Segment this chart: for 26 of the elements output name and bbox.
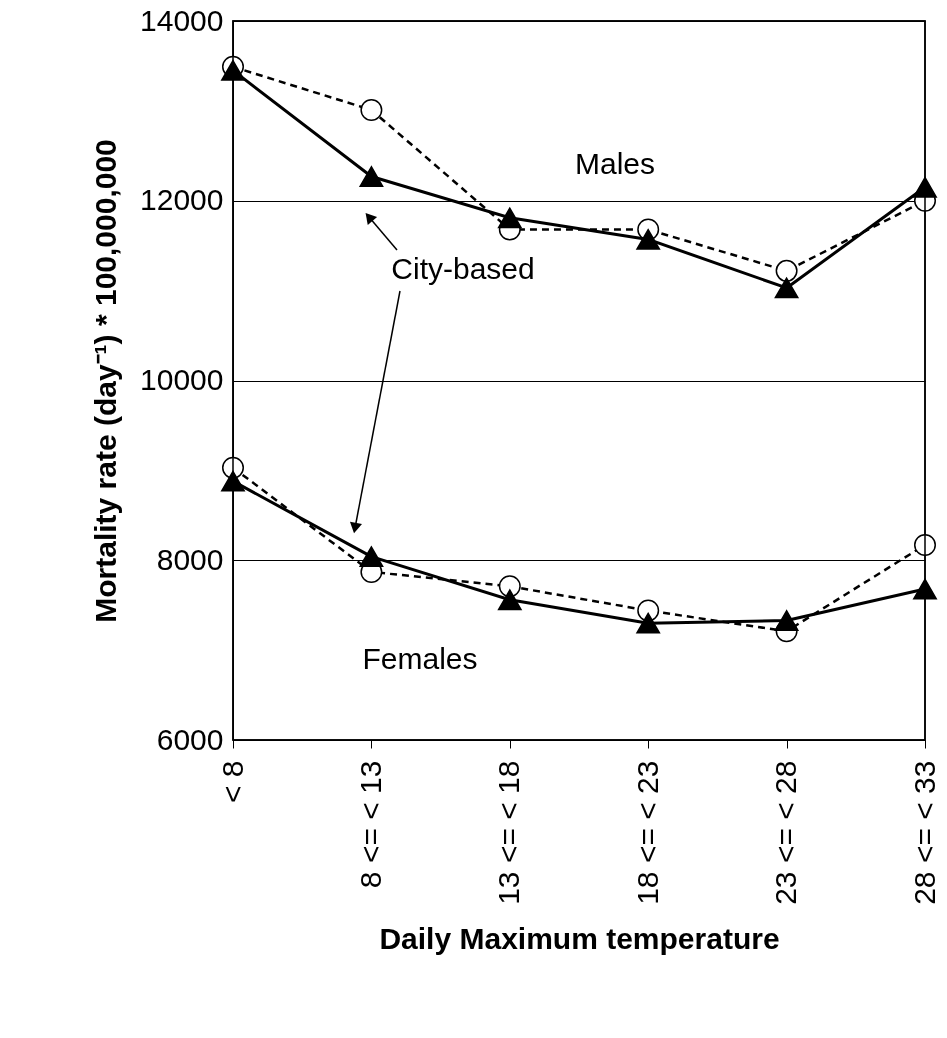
point — [360, 99, 383, 121]
point — [359, 166, 384, 187]
point — [636, 228, 661, 250]
y-axis-title: Mortality rate (day⁻¹) * 100,000,000 — [89, 139, 123, 623]
point — [775, 259, 798, 282]
point — [636, 612, 661, 634]
annotation: City-based — [391, 252, 535, 285]
y-tick-label: 12000 — [140, 183, 224, 217]
point — [359, 546, 384, 568]
annotation: Females — [362, 642, 478, 675]
point — [497, 589, 522, 611]
x-tick-label: 8 <= < 13 — [353, 760, 387, 889]
x-axis-title: Daily Maximum temperature — [379, 921, 780, 955]
y-tick-label: 6000 — [156, 722, 224, 756]
point — [497, 207, 522, 229]
x-tick-label: 23 <= < 28 — [769, 760, 803, 905]
point — [774, 277, 799, 299]
x-tick-label: 13 <= < 18 — [492, 760, 526, 905]
annotation: Males — [574, 147, 656, 180]
x-tick-label: 18 <= < 23 — [630, 760, 664, 905]
y-tick-label: 10000 — [140, 363, 224, 396]
y-tick-label: 14000 — [140, 3, 224, 37]
point — [774, 610, 799, 631]
x-tick-label: < 8 — [215, 760, 249, 804]
x-tick-label: 28 <= < 33 — [907, 760, 941, 905]
y-tick-label: 8000 — [156, 542, 224, 576]
